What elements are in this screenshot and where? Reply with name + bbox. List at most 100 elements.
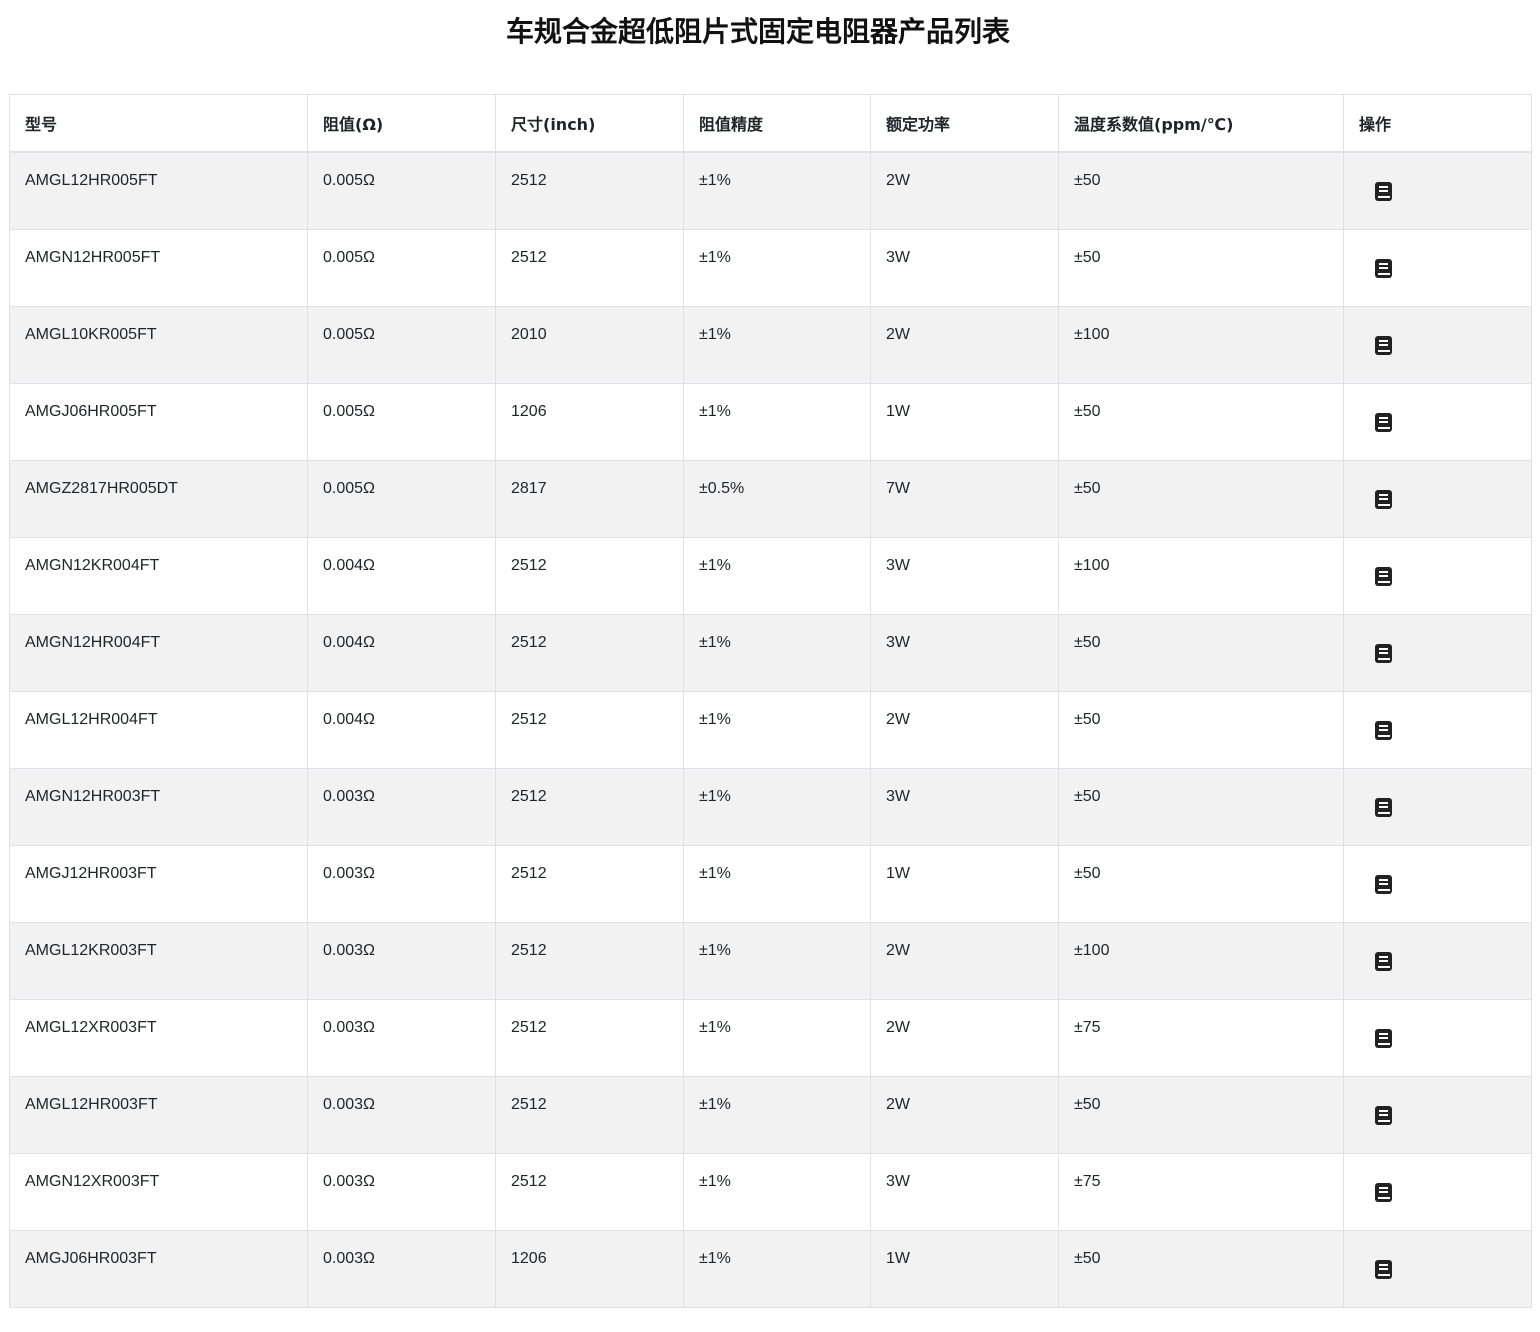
book-icon[interactable] [1375, 874, 1392, 894]
book-icon[interactable] [1375, 566, 1392, 586]
cell-tolerance: ±1% [683, 998, 871, 1077]
table-row: AMGN12KR004FT 0.004Ω 2512 ±1% 3W ±100 [9, 536, 1532, 615]
cell-tolerance: ±1% [683, 613, 871, 692]
product-table: 型号 阻值(Ω) 尺寸(inch) 阻值精度 额定功率 温度系数值(ppm/℃)… [9, 94, 1532, 1308]
cell-resistance: 0.005Ω [307, 382, 496, 461]
cell-size: 2010 [495, 305, 684, 384]
cell-resistance: 0.004Ω [307, 613, 496, 692]
cell-tcr: ±50 [1058, 844, 1344, 923]
cell-resistance: 0.003Ω [307, 844, 496, 923]
cell-size: 2512 [495, 228, 684, 307]
book-icon[interactable] [1375, 412, 1392, 432]
book-icon[interactable] [1375, 1105, 1392, 1125]
cell-tcr: ±50 [1058, 228, 1344, 307]
cell-tcr: ±50 [1058, 1229, 1344, 1308]
cell-resistance: 0.004Ω [307, 536, 496, 615]
cell-model: AMGJ12HR003FT [9, 844, 308, 923]
cell-tolerance: ±1% [683, 1152, 871, 1231]
cell-tcr: ±50 [1058, 1075, 1344, 1154]
cell-size: 2512 [495, 151, 684, 230]
cell-model: AMGL12HR005FT [9, 151, 308, 230]
col-tolerance: 阻值精度 [683, 94, 871, 153]
cell-tcr: ±100 [1058, 921, 1344, 1000]
table-row: AMGJ12HR003FT 0.003Ω 2512 ±1% 1W ±50 [9, 844, 1532, 923]
cell-size: 2817 [495, 459, 684, 538]
book-icon[interactable] [1375, 335, 1392, 355]
cell-size: 2512 [495, 536, 684, 615]
cell-resistance: 0.005Ω [307, 228, 496, 307]
cell-resistance: 0.003Ω [307, 1229, 496, 1308]
cell-action [1343, 459, 1532, 538]
table-row: AMGJ06HR005FT 0.005Ω 1206 ±1% 1W ±50 [9, 382, 1532, 461]
book-icon[interactable] [1375, 182, 1392, 201]
col-power: 额定功率 [870, 94, 1059, 153]
cell-model: AMGN12HR005FT [9, 228, 308, 307]
table-row: AMGL12KR003FT 0.003Ω 2512 ±1% 2W ±100 [9, 921, 1532, 1000]
cell-action [1343, 767, 1532, 846]
table-row: AMGL10KR005FT 0.005Ω 2010 ±1% 2W ±100 [9, 305, 1532, 384]
cell-resistance: 0.003Ω [307, 1152, 496, 1231]
cell-power: 7W [870, 459, 1059, 538]
cell-model: AMGL12KR003FT [9, 921, 308, 1000]
cell-size: 2512 [495, 613, 684, 692]
cell-action [1343, 382, 1532, 461]
cell-model: AMGL12XR003FT [9, 998, 308, 1077]
col-resistance: 阻值(Ω) [307, 94, 496, 153]
cell-tolerance: ±0.5% [683, 459, 871, 538]
page-title: 车规合金超低阻片式固定电阻器产品列表 [505, 15, 1010, 48]
table-row: AMGN12XR003FT 0.003Ω 2512 ±1% 3W ±75 [9, 1152, 1532, 1231]
table-row: AMGN12HR003FT 0.003Ω 2512 ±1% 3W ±50 [9, 767, 1532, 846]
cell-power: 3W [870, 613, 1059, 692]
col-model: 型号 [9, 94, 308, 153]
cell-size: 1206 [495, 382, 684, 461]
cell-model: AMGN12XR003FT [9, 1152, 308, 1231]
table-row: AMGJ06HR003FT 0.003Ω 1206 ±1% 1W ±50 [9, 1229, 1532, 1308]
book-icon[interactable] [1375, 643, 1392, 663]
cell-tcr: ±75 [1058, 998, 1344, 1077]
cell-power: 2W [870, 305, 1059, 384]
col-action: 操作 [1343, 94, 1532, 153]
book-icon[interactable] [1375, 797, 1392, 817]
cell-action [1343, 536, 1532, 615]
book-icon[interactable] [1375, 1182, 1392, 1202]
cell-tcr: ±50 [1058, 151, 1344, 230]
cell-model: AMGN12HR004FT [9, 613, 308, 692]
cell-tolerance: ±1% [683, 767, 871, 846]
cell-action [1343, 305, 1532, 384]
cell-size: 1206 [495, 1229, 684, 1308]
cell-power: 3W [870, 1152, 1059, 1231]
book-icon[interactable] [1375, 489, 1392, 509]
cell-resistance: 0.005Ω [307, 151, 496, 230]
table-row: AMGN12HR005FT 0.005Ω 2512 ±1% 3W ±50 [9, 228, 1532, 307]
cell-action [1343, 690, 1532, 769]
book-icon[interactable] [1375, 258, 1392, 278]
book-icon[interactable] [1375, 720, 1392, 740]
cell-power: 3W [870, 228, 1059, 307]
cell-tcr: ±50 [1058, 382, 1344, 461]
table-row: AMGZ2817HR005DT 0.005Ω 2817 ±0.5% 7W ±50 [9, 459, 1532, 538]
cell-action [1343, 844, 1532, 923]
cell-model: AMGN12KR004FT [9, 536, 308, 615]
cell-size: 2512 [495, 844, 684, 923]
cell-action [1343, 613, 1532, 692]
cell-model: AMGL12HR003FT [9, 1075, 308, 1154]
cell-resistance: 0.004Ω [307, 690, 496, 769]
book-icon[interactable] [1375, 1028, 1392, 1048]
cell-power: 2W [870, 998, 1059, 1077]
cell-model: AMGL12HR004FT [9, 690, 308, 769]
cell-model: AMGJ06HR005FT [9, 382, 308, 461]
book-icon[interactable] [1375, 951, 1392, 971]
cell-action [1343, 1075, 1532, 1154]
col-size: 尺寸(inch) [495, 94, 684, 153]
cell-tcr: ±50 [1058, 459, 1344, 538]
cell-power: 3W [870, 767, 1059, 846]
cell-size: 2512 [495, 690, 684, 769]
col-tcr: 温度系数值(ppm/℃) [1058, 94, 1344, 153]
cell-size: 2512 [495, 1075, 684, 1154]
cell-action [1343, 151, 1532, 230]
cell-tolerance: ±1% [683, 228, 871, 307]
cell-tolerance: ±1% [683, 690, 871, 769]
cell-tcr: ±100 [1058, 305, 1344, 384]
cell-size: 2512 [495, 921, 684, 1000]
book-icon[interactable] [1375, 1259, 1392, 1279]
